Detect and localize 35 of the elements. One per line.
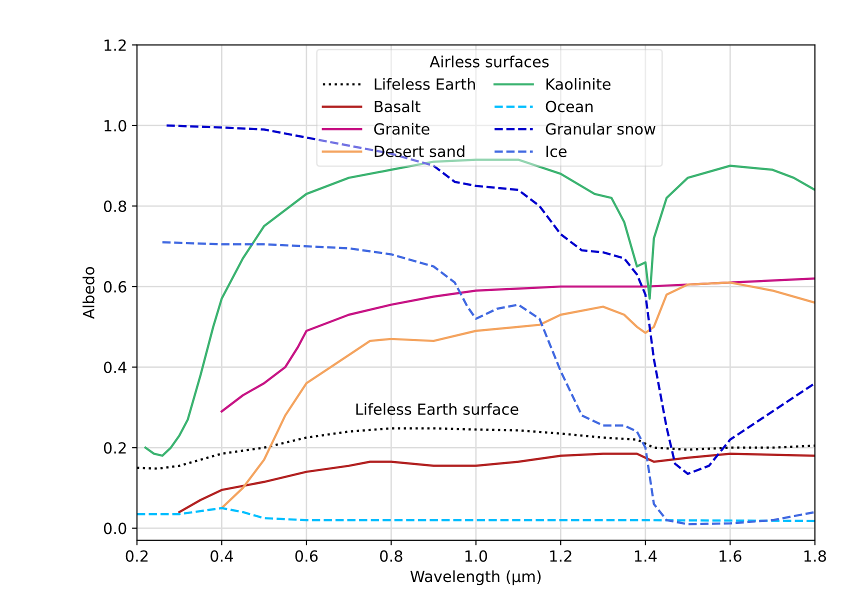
legend-label: Desert sand <box>374 145 464 158</box>
x-tick-label: 1.8 <box>804 550 826 562</box>
legend-label: Kaolinite <box>546 78 610 90</box>
x-axis-title: Wavelength (μm) <box>410 570 541 586</box>
line-series <box>178 452 815 514</box>
y-tick-label: 0.4 <box>104 362 126 374</box>
x-tick-label: 1.0 <box>465 550 488 562</box>
y-tick-label: 0.8 <box>104 200 126 212</box>
x-tick-label: 1.4 <box>634 550 657 562</box>
x-tick-label: 1.2 <box>550 550 572 562</box>
legend-label: Basalt <box>374 100 420 112</box>
line-series <box>220 281 815 510</box>
legend-label: Granular snow <box>546 122 656 135</box>
x-tick-label: 0.4 <box>210 550 233 562</box>
y-tick-label: 0.0 <box>104 522 126 534</box>
line-series <box>144 158 815 457</box>
x-tick-label: 0.6 <box>295 550 318 562</box>
line-series <box>166 124 815 475</box>
y-tick-label: 1.0 <box>104 120 126 132</box>
x-tick-label: 1.6 <box>720 550 742 562</box>
x-tick-label: 0.8 <box>380 550 402 562</box>
annotation: Lifeless Earth surface <box>356 403 518 415</box>
y-tick-label: 0.2 <box>104 442 126 454</box>
legend-label: Ice <box>546 146 566 158</box>
y-axis-title: Albedo <box>82 267 94 319</box>
line-series <box>220 277 815 413</box>
legend-label: Ocean <box>546 100 593 112</box>
y-tick-label: 0.6 <box>104 281 126 293</box>
line-series <box>161 241 815 526</box>
legend-label: Lifeless Earth <box>374 78 475 90</box>
y-tick-label: 1.2 <box>104 39 126 51</box>
x-tick-label: 0.2 <box>126 550 148 562</box>
legend-title: Airless surfaces <box>430 56 549 68</box>
legend-label: Granite <box>374 122 430 135</box>
line-series <box>136 506 815 522</box>
